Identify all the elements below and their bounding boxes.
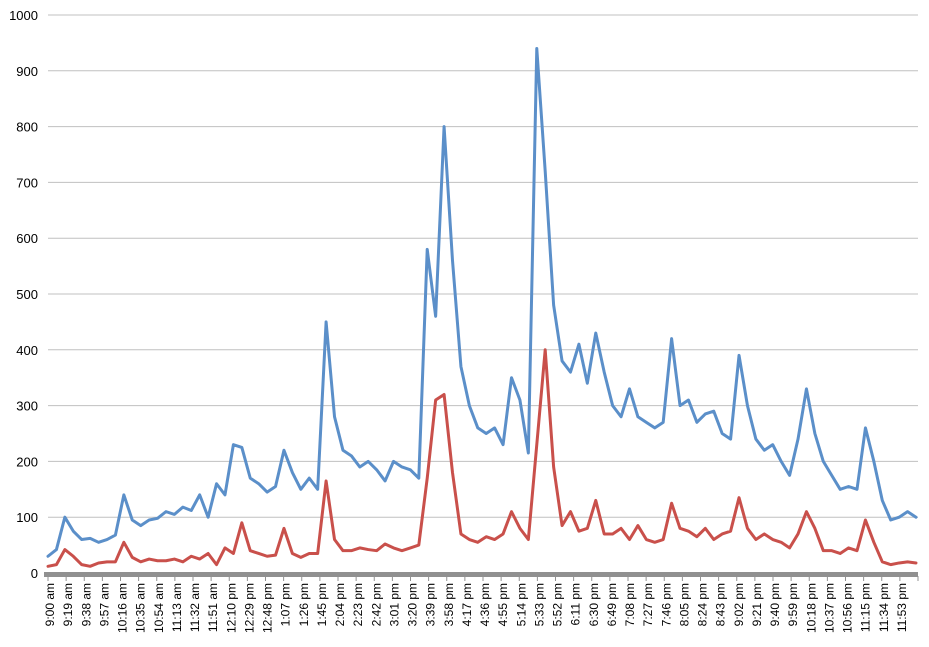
x-tick-label: 4:17 pm (460, 583, 474, 626)
y-tick-label: 600 (16, 231, 38, 246)
x-tick-label: 3:39 pm (424, 583, 438, 626)
x-tick-label: 3:58 pm (442, 583, 456, 626)
x-tick-label: 12:10 pm (224, 583, 238, 633)
x-tick-label: 10:37 pm (822, 583, 836, 633)
y-tick-label: 100 (16, 510, 38, 525)
y-tick-label: 300 (16, 399, 38, 414)
x-tick-label: 8:43 pm (714, 583, 728, 626)
x-tick-label: 9:40 pm (768, 583, 782, 626)
x-tick-label: 11:15 pm (859, 583, 873, 632)
x-tick-label: 5:52 pm (551, 583, 565, 626)
x-tick-label: 9:02 pm (732, 583, 746, 626)
x-tick-label: 8:24 pm (696, 583, 710, 626)
x-tick-label: 5:14 pm (514, 583, 528, 626)
x-tick-label: 10:16 am (116, 583, 130, 633)
x-tick-label: 3:20 pm (406, 583, 420, 626)
x-tick-label: 1:45 pm (315, 583, 329, 626)
y-tick-label: 0 (31, 566, 38, 581)
x-tick-label: 1:26 pm (297, 583, 311, 626)
x-tick-label: 12:48 pm (261, 583, 275, 633)
series-lines (46, 46, 918, 568)
x-tick-label: 7:08 pm (623, 583, 637, 626)
x-tick-label: 6:49 pm (605, 583, 619, 626)
x-tick-label: 2:23 pm (351, 583, 365, 626)
y-tick-label: 200 (16, 454, 38, 469)
x-tick-label: 7:46 pm (659, 583, 673, 626)
x-tick-label: 9:38 am (79, 583, 93, 626)
x-tick-label: 9:57 am (97, 583, 111, 626)
y-tick-label: 1000 (9, 8, 38, 23)
series-line-blue (46, 46, 918, 558)
x-tick-label: 9:00 am (43, 583, 57, 626)
x-tick-label: 11:34 pm (877, 583, 891, 632)
x-tick-label: 2:04 pm (333, 583, 347, 626)
gridlines (48, 14, 918, 518)
y-tick-label: 500 (16, 287, 38, 302)
x-axis-line (44, 572, 918, 577)
x-tick-label: 6:30 pm (587, 583, 601, 626)
x-tick-label: 6:11 pm (569, 583, 583, 625)
x-tick-label: 10:56 pm (841, 583, 855, 633)
y-tick-label: 900 (16, 64, 38, 79)
x-tick-label: 12:29 pm (242, 583, 256, 633)
series-line-red (46, 348, 918, 568)
y-axis-tick-labels: 0 100 200 300 400 500 600 700 800 900 1000 (9, 8, 38, 581)
x-tick-label: 9:19 am (61, 583, 75, 626)
y-tick-label: 400 (16, 343, 38, 358)
x-axis-tick-labels: 9:00 am 9:19 am 9:38 am 9:57 am 10:16 am 10:3… (43, 583, 909, 633)
x-tick-label: 1:07 pm (279, 583, 293, 626)
x-tick-label: 2:42 pm (369, 583, 383, 626)
x-tick-label: 11:32 am (188, 583, 202, 632)
x-tick-label: 11:53 pm (895, 583, 909, 632)
x-tick-label: 4:36 pm (478, 583, 492, 626)
x-tick-label: 9:21 pm (750, 583, 764, 626)
x-tick-label: 7:27 pm (641, 583, 655, 626)
x-tick-label: 9:59 pm (786, 583, 800, 626)
x-tick-label: 10:18 pm (804, 583, 818, 633)
x-tick-label: 4:55 pm (496, 583, 510, 626)
x-axis (44, 572, 919, 581)
x-tick-label: 5:33 pm (532, 583, 546, 626)
x-tick-label: 8:05 pm (677, 583, 691, 626)
y-tick-label: 800 (16, 120, 38, 135)
x-tick-label: 11:51 am (206, 583, 220, 632)
y-tick-label: 700 (16, 175, 38, 190)
x-tick-label: 3:01 pm (387, 583, 401, 626)
x-tick-label: 10:35 am (134, 583, 148, 633)
x-tick-label: 11:13 am (170, 583, 184, 632)
x-tick-label: 10:54 am (152, 583, 166, 633)
